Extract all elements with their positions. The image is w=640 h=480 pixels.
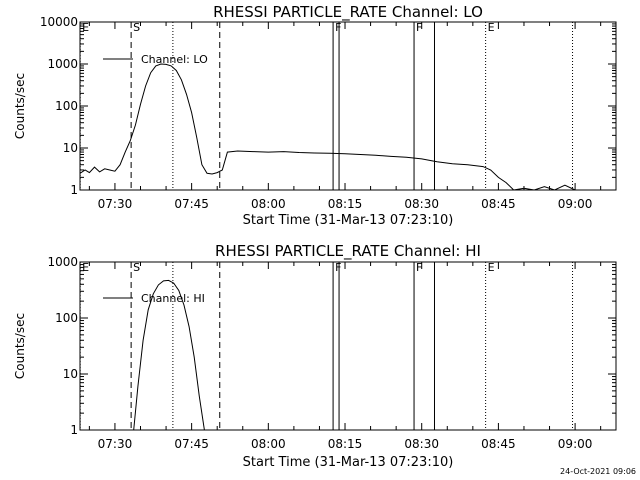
x-tick-label: 07:30 [98,197,133,211]
y-tick-label: 1000 [47,255,78,269]
legend: Channel: HI [103,292,205,305]
axis-ticks: 07:30 07:45 08:00 08:15 08:30 08:45 09:00 1 10 10… [47,255,616,451]
legend-label: Channel: HI [141,292,205,305]
x-tick-label: 08:45 [481,197,516,211]
series-line [133,279,205,431]
x-axis-label: Start Time (31-Mar-13 07:23:10) [243,213,454,228]
event-marker-label: E [82,261,89,274]
y-tick-label: 10 [63,141,78,155]
x-axis-label: Start Time (31-Mar-13 07:23:10) [243,455,454,470]
timestamp-label: 24-Oct-2021 09:06 [560,467,636,476]
data-series [133,279,205,431]
plot-frame [79,21,617,191]
plot-frame [79,261,617,431]
chart-title: RHESSI PARTICLE_RATE Channel: LO [213,3,483,22]
axis-ticks: 07:30 07:45 08:00 08:15 08:30 08:45 09:00 1 10 10… [40,15,616,211]
y-tick-label: 100 [55,99,78,113]
x-tick-label: 08:00 [251,197,286,211]
y-tick-label: 10000 [40,15,78,29]
y-tick-label: 100 [55,311,78,325]
y-tick-label: 1000 [47,57,78,71]
x-tick-label: 07:30 [98,437,133,451]
event-marker-label: E [82,21,89,34]
event-marker-label: E [488,21,495,34]
x-tick-label: 09:00 [558,197,593,211]
event-marker-label: F [335,261,341,274]
x-tick-label: 08:30 [404,197,439,211]
event-marker-label: E [488,261,495,274]
y-tick-label: 1 [70,423,78,437]
chart-panel-hi: RHESSI PARTICLE_RATE Channel: HI Start T… [13,242,617,470]
y-axis-label: Counts/sec [13,73,27,139]
x-tick-label: 07:45 [174,437,209,451]
event-marker-label: S [133,261,140,274]
x-tick-label: 08:15 [328,437,363,451]
y-axis-label: Counts/sec [13,313,27,379]
legend: Channel: LO [103,53,208,66]
event-marker-label: S [133,21,140,34]
y-tick-label: 10 [63,367,78,381]
x-tick-label: 09:00 [558,437,593,451]
x-tick-label: 08:45 [481,437,516,451]
chart-panel-lo: RHESSI PARTICLE_RATE Channel: LO Start T… [13,3,617,228]
x-tick-label: 08:00 [251,437,286,451]
event-marker-label: F [416,21,422,34]
series-line [79,63,576,191]
x-tick-label: 08:30 [404,437,439,451]
chart-title: RHESSI PARTICLE_RATE Channel: HI [215,242,481,261]
event-marker-label: F [335,21,341,34]
x-tick-label: 08:15 [328,197,363,211]
x-tick-label: 07:45 [174,197,209,211]
event-marker-label: F [416,261,422,274]
legend-label: Channel: LO [141,53,208,66]
data-series [79,63,576,191]
y-tick-label: 1 [70,183,78,197]
